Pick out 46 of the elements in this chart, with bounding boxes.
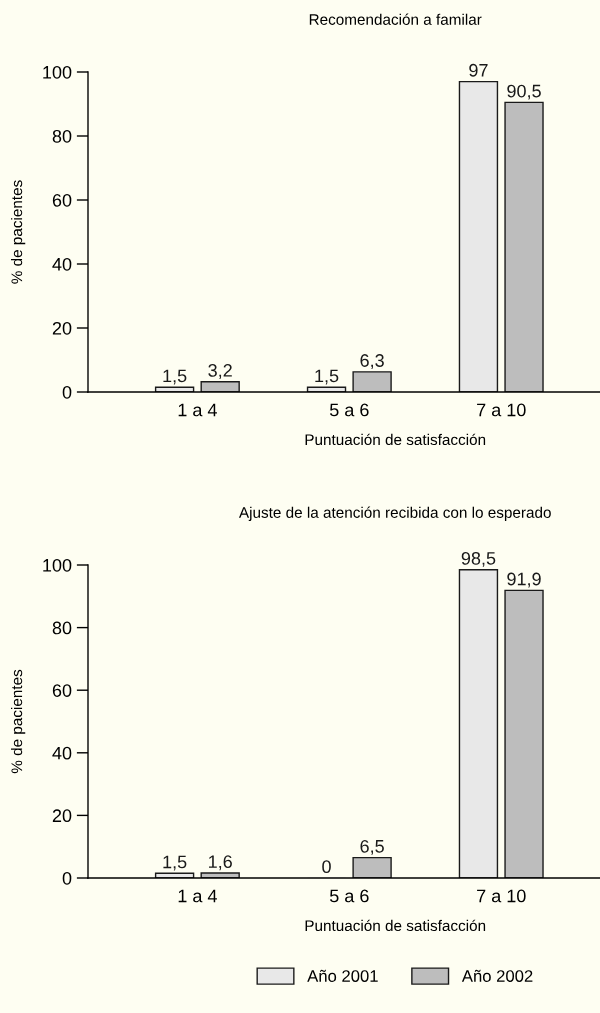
y-tick-label: 20 — [52, 809, 72, 823]
x-tick-label: 5 a 6 — [329, 403, 369, 417]
data-label: 91,9 — [507, 572, 541, 588]
chart-title: Recomendación a familar — [309, 13, 482, 25]
data-label: 1,5 — [163, 855, 187, 871]
y-tick-label: 60 — [52, 193, 72, 207]
y-axis-title: % de pacientes — [11, 669, 26, 774]
x-axis-title: Puntuación de satisfacción — [305, 433, 486, 446]
y-tick-label: 100 — [43, 558, 72, 572]
bar — [458, 569, 499, 878]
x-tick-label: 5 a 6 — [329, 889, 369, 903]
data-label: 97 — [469, 63, 488, 77]
y-tick-label: 20 — [52, 321, 72, 335]
y-tick-label: 100 — [43, 65, 72, 79]
bar — [352, 856, 392, 878]
x-tick-label: 1 a 4 — [178, 889, 217, 903]
data-label: 1,6 — [209, 855, 232, 871]
x-tick-label: 7 a 10 — [477, 889, 526, 903]
data-label: 6,5 — [360, 839, 384, 855]
y-tick-label: 60 — [52, 684, 72, 697]
y-tick-label: 0 — [62, 871, 72, 885]
data-label: 98,5 — [461, 551, 496, 567]
data-label: 6,3 — [360, 354, 384, 370]
legend-label: Año 2002 — [461, 969, 533, 982]
x-tick-label: 1 a 4 — [178, 403, 217, 417]
y-tick-label: 40 — [52, 746, 72, 760]
data-label: 1,5 — [315, 369, 339, 385]
data-label: 90,5 — [507, 84, 541, 100]
data-label: 3,2 — [208, 364, 232, 379]
legend-label: Año 2001 — [307, 969, 378, 982]
chart-title: Ajuste de la atención recibida con lo esperado — [238, 506, 551, 521]
data-label: 0 — [322, 860, 331, 874]
y-tick-label: 80 — [52, 621, 72, 635]
x-axis-title: Puntuación de satisfacción — [305, 919, 486, 932]
y-tick-label: 40 — [52, 257, 72, 271]
data-label: 1,5 — [163, 369, 187, 385]
y-tick-label: 0 — [62, 385, 72, 399]
y-tick-label: 80 — [52, 129, 72, 143]
bar — [200, 872, 240, 878]
bar — [504, 589, 544, 878]
x-tick-label: 7 a 10 — [477, 403, 526, 417]
bar — [458, 80, 499, 392]
bar — [504, 101, 544, 392]
bar — [352, 371, 392, 392]
y-axis-title: % de pacientes — [11, 180, 26, 284]
bar — [200, 381, 240, 392]
